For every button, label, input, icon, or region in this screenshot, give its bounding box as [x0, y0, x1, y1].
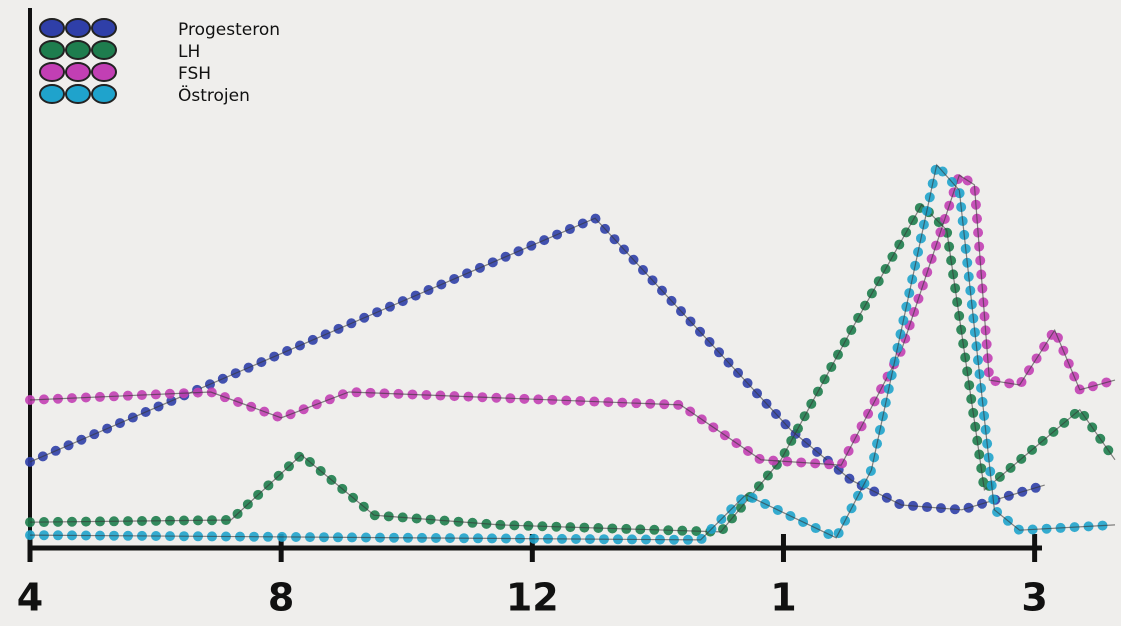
- legend-swatch: [40, 85, 64, 103]
- legend-label: FSH: [178, 64, 211, 84]
- x-tick-label: 1: [770, 576, 796, 620]
- x-tick-label: 12: [506, 576, 559, 620]
- legend-swatch: [92, 19, 116, 37]
- x-tick-label: 8: [268, 576, 294, 620]
- legend-swatch: [40, 19, 64, 37]
- legend-swatch: [66, 41, 90, 59]
- legend-swatch: [40, 63, 64, 81]
- legend-label: Progesteron: [178, 20, 280, 40]
- legend-swatch: [92, 41, 116, 59]
- legend-swatch: [66, 63, 90, 81]
- chart: 4 8 12 1 3 ProgesteronLHFSHÖstrojen: [0, 0, 1121, 626]
- legend-swatch: [92, 63, 116, 81]
- legend-label: Östrojen: [178, 84, 250, 106]
- legend-label: LH: [178, 42, 200, 62]
- legend-swatch: [66, 85, 90, 103]
- x-tick-label: 4: [17, 576, 43, 620]
- legend-swatch: [66, 19, 90, 37]
- legend-swatch: [40, 41, 64, 59]
- x-tick-label: 3: [1021, 576, 1047, 620]
- legend-swatch: [92, 85, 116, 103]
